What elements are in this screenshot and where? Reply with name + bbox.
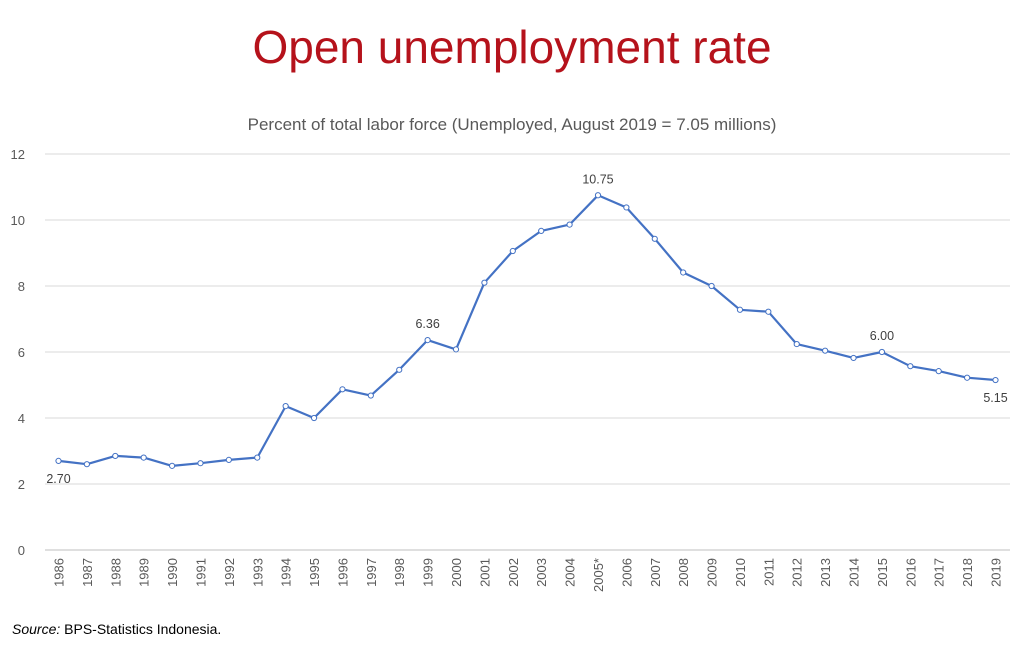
source-label: Source: xyxy=(12,621,61,637)
y-tick-label: 0 xyxy=(18,543,25,558)
y-tick-label: 10 xyxy=(11,213,25,228)
y-tick-label: 4 xyxy=(18,411,25,426)
data-point xyxy=(538,227,545,234)
y-axis-ticks: 0 2 4 6 8 10 12 xyxy=(11,147,25,558)
data-point xyxy=(83,461,90,468)
x-tick-label: 2005* xyxy=(591,558,606,592)
data-label: 6.00 xyxy=(870,329,894,343)
data-labels: 2.70 6.36 10.75 6.00 5.15 xyxy=(46,172,1007,486)
data-point xyxy=(765,308,772,315)
data-label: 5.15 xyxy=(983,391,1007,405)
x-tick-label: 1998 xyxy=(392,558,407,587)
x-tick-label: 2018 xyxy=(960,558,975,587)
data-point xyxy=(55,457,62,464)
x-tick-label: 1986 xyxy=(52,558,67,587)
data-point xyxy=(367,392,374,399)
x-tick-label: 2014 xyxy=(847,558,862,587)
x-tick-label: 2000 xyxy=(449,558,464,587)
data-point xyxy=(310,414,318,422)
data-point xyxy=(594,192,602,199)
x-tick-label: 2017 xyxy=(932,558,947,587)
data-point xyxy=(850,354,857,362)
data-point xyxy=(964,374,971,381)
x-tick-label: 1993 xyxy=(250,558,265,587)
data-point xyxy=(878,348,886,356)
gridlines xyxy=(45,153,1010,551)
data-point xyxy=(935,368,942,375)
x-tick-label: 2007 xyxy=(648,558,663,587)
x-tick-label: 1999 xyxy=(421,558,436,587)
data-point xyxy=(708,282,715,290)
data-point xyxy=(736,306,744,313)
x-tick-label: 2006 xyxy=(619,558,634,587)
data-point xyxy=(197,460,204,467)
data-point xyxy=(282,403,289,410)
x-tick-label: 2008 xyxy=(676,558,691,587)
x-tick-label: 2001 xyxy=(477,558,492,587)
data-point xyxy=(651,235,658,242)
y-tick-label: 2 xyxy=(18,477,25,492)
data-point xyxy=(509,247,516,255)
data-point xyxy=(992,376,999,384)
data-label: 6.36 xyxy=(415,317,439,331)
data-point xyxy=(140,454,147,461)
series-layer xyxy=(55,192,999,469)
x-tick-label: 2012 xyxy=(790,558,805,587)
data-point xyxy=(168,462,176,469)
x-tick-label: 1988 xyxy=(108,558,123,587)
x-tick-label: 2003 xyxy=(534,558,549,587)
data-label: 10.75 xyxy=(582,172,613,186)
x-tick-label: 1990 xyxy=(165,558,180,587)
chart-title: Open unemployment rate xyxy=(252,21,772,73)
y-tick-label: 12 xyxy=(11,147,25,162)
source-text: BPS-Statistics Indonesia. xyxy=(60,621,222,637)
x-tick-label: 1987 xyxy=(80,558,95,587)
chart-subtitle: Percent of total labor force (Unemployed… xyxy=(248,115,777,134)
x-tick-label: 2009 xyxy=(705,558,720,587)
data-point xyxy=(396,366,403,373)
y-tick-label: 6 xyxy=(18,345,25,360)
data-point xyxy=(481,279,488,286)
x-axis-ticks: 1986 1987 1988 1989 1990 1991 1992 1993 1994 1995… xyxy=(52,558,1004,592)
data-point xyxy=(566,221,573,228)
x-tick-label: 1995 xyxy=(307,558,322,587)
data-point xyxy=(452,346,460,353)
y-tick-label: 8 xyxy=(18,279,25,294)
data-point xyxy=(680,269,687,276)
line-chart: Percent of total labor force (Unemployed… xyxy=(11,115,1010,592)
x-tick-label: 2016 xyxy=(903,558,918,587)
x-tick-label: 1997 xyxy=(364,558,379,587)
source-note: Source: BPS-Statistics Indonesia. xyxy=(12,621,221,637)
data-point xyxy=(793,340,800,348)
x-tick-label: 2019 xyxy=(989,558,1004,587)
x-tick-label: 2011 xyxy=(761,558,776,586)
data-point xyxy=(339,386,346,393)
x-tick-label: 1989 xyxy=(137,558,152,587)
data-point xyxy=(225,456,232,464)
x-tick-label: 2002 xyxy=(506,558,521,587)
data-point xyxy=(822,347,829,354)
x-tick-label: 2004 xyxy=(563,558,578,587)
x-tick-label: 2013 xyxy=(818,558,833,587)
data-point xyxy=(112,452,119,460)
x-tick-label: 2010 xyxy=(733,558,748,587)
data-point xyxy=(907,363,914,370)
data-point xyxy=(424,337,431,344)
x-tick-label: 1992 xyxy=(222,558,237,587)
x-tick-label: 1991 xyxy=(193,558,208,587)
data-label: 2.70 xyxy=(46,472,70,486)
x-tick-label: 2015 xyxy=(875,558,890,587)
data-point xyxy=(623,204,630,211)
series-line xyxy=(57,194,997,467)
x-tick-label: 1994 xyxy=(279,558,294,587)
x-tick-label: 1996 xyxy=(335,558,350,587)
data-point xyxy=(254,454,261,461)
